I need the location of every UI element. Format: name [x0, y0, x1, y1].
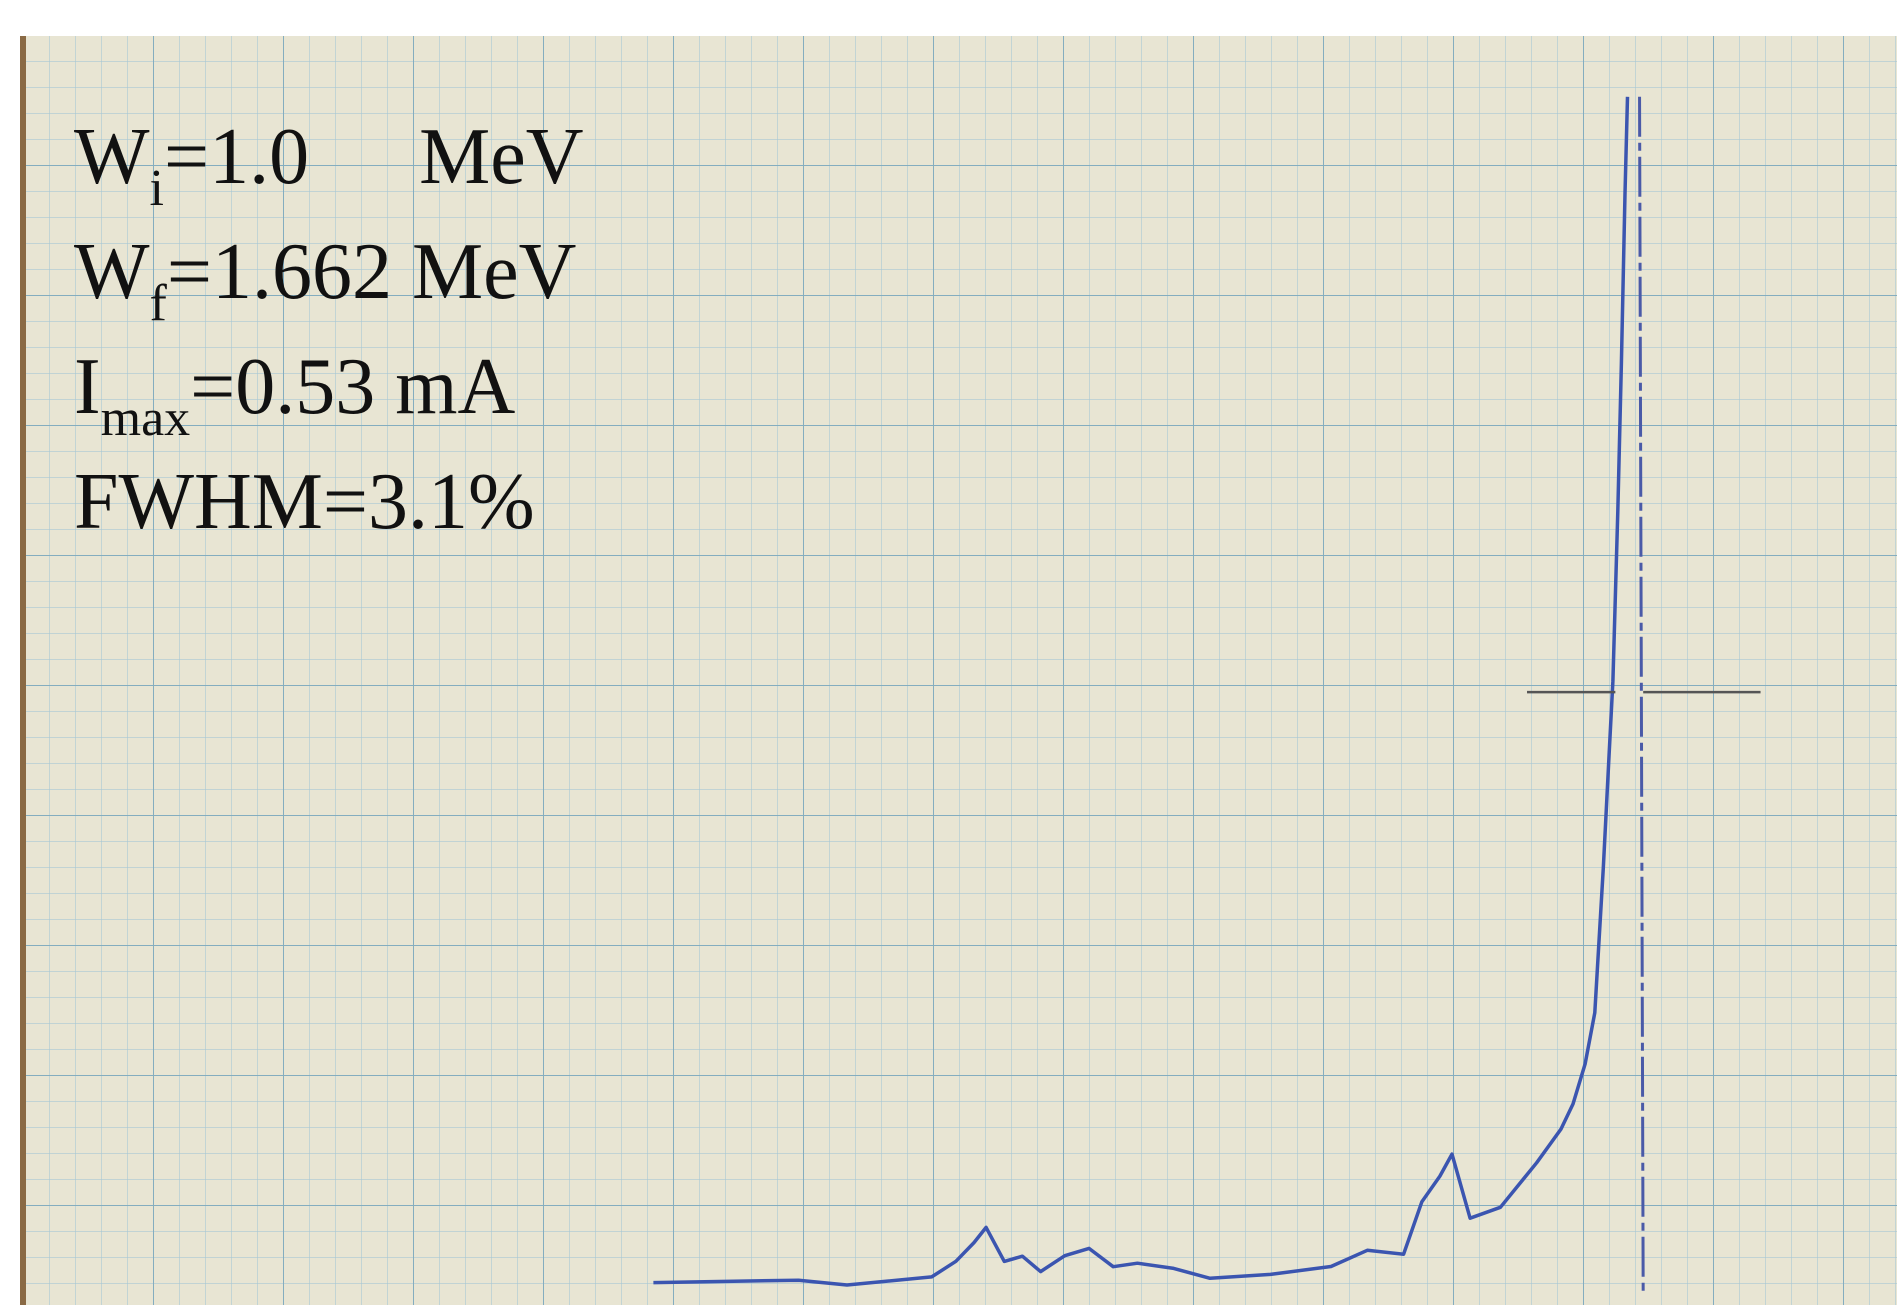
annotation: Wf=1.662 MeV: [74, 215, 584, 330]
annotation-unit: MeV: [419, 113, 584, 201]
annotation-base: I: [74, 343, 101, 431]
annotation-base: FWHM=3.1%: [74, 458, 535, 546]
annotation-sub: i: [149, 160, 164, 217]
annotation-text: =1.662 MeV: [166, 228, 577, 316]
trace-line: [653, 96, 1630, 1287]
annotation: Imax=0.53 mA: [74, 330, 584, 445]
annotation-base: W: [74, 228, 150, 316]
trace: [653, 96, 1761, 1295]
annotation-text: =0.53 mA: [190, 343, 516, 431]
annotation-sub: f: [149, 275, 167, 332]
major-grid: [24, 36, 1897, 1305]
marker-line: [1638, 96, 1645, 1295]
paper-edge: [20, 36, 26, 1305]
annotation: FWHM=3.1%: [74, 445, 584, 560]
annotation-text: =1.0: [163, 113, 310, 201]
annotation-sub: max: [100, 390, 191, 447]
annotations: Wi=1.0 MeV Wf=1.662 MeV Imax=0.53 mA FWHM=3.…: [74, 100, 584, 560]
annotation-base: W: [74, 113, 150, 201]
annotation: Wi=1.0 MeV: [74, 100, 584, 215]
